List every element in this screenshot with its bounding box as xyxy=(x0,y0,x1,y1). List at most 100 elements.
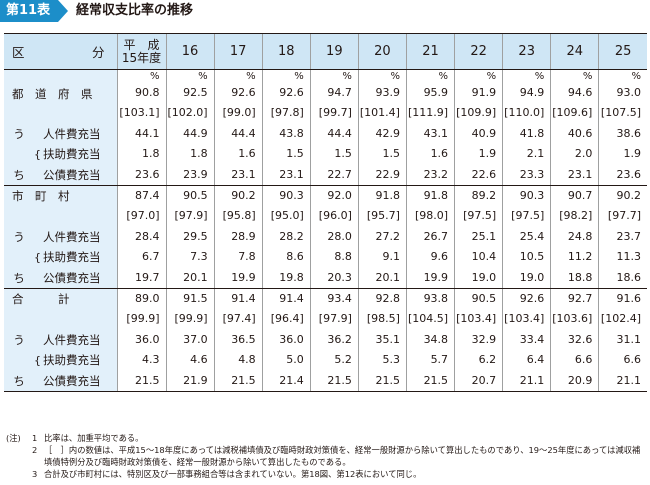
sub-label: 公債費充当 xyxy=(43,167,101,182)
uchi-label: う xyxy=(13,127,25,142)
group-name: 合 計 xyxy=(12,292,70,307)
bracket-value-cell: [98.0] xyxy=(405,206,455,227)
bracket-value-cell: [97.0] xyxy=(116,206,166,227)
value-cell: 90.3 xyxy=(261,185,311,207)
value-cell: 92.8 xyxy=(357,288,407,310)
value-cell: 36.5 xyxy=(213,329,263,351)
value-cell: 44.4 xyxy=(213,123,263,145)
table-number-badge: 第11表 xyxy=(0,0,68,22)
sub-label-cell: う{人件費充当 xyxy=(4,226,117,248)
group-name: 市 町 村 xyxy=(12,189,70,204)
value-cell: 43.1 xyxy=(405,123,455,145)
value-cell: 5.7 xyxy=(405,350,455,371)
value-cell: 27.2 xyxy=(357,226,407,248)
bracket-value-cell: [97.4] xyxy=(213,309,263,330)
value-cell: 1.9 xyxy=(454,144,503,165)
value-cell: 7.3 xyxy=(165,247,215,268)
bracket-value-cell: [95.8] xyxy=(213,206,263,227)
sub-row: {扶助費充当 4.3 4.6 4.8 5.0 5.2 5.3 5.7 6.2 6.4 6.6 6.6 xyxy=(4,350,647,371)
value-cell: 22.6 xyxy=(454,164,503,187)
bracket-value-cell: [97.5] xyxy=(454,206,503,227)
brace-mark: { xyxy=(34,250,41,264)
year-header: 23 xyxy=(502,33,551,70)
year-header: 17 xyxy=(213,33,263,70)
value-cell: 32.9 xyxy=(454,329,503,351)
value-cell: 91.8 xyxy=(357,185,407,207)
sub-row: う{人件費充当36.037.036.536.036.235.134.832.93… xyxy=(4,329,647,351)
value-cell: 22.9 xyxy=(357,164,407,187)
value-cell: 32.6 xyxy=(550,329,599,351)
value-cell: 21.1 xyxy=(598,370,647,393)
unit-cell: % xyxy=(502,69,551,83)
value-cell: 36.0 xyxy=(116,329,166,351)
value-cell: 91.8 xyxy=(405,185,455,207)
value-cell: 10.5 xyxy=(502,247,551,268)
unit-row: 都 道 府 県%%%%%%%%%%% xyxy=(4,69,647,124)
value-cell: 92.0 xyxy=(309,185,359,207)
uchi-label: ち xyxy=(13,270,25,285)
value-cell: 91.4 xyxy=(213,288,263,310)
year-header: 24 xyxy=(550,33,599,70)
value-cell: 9.1 xyxy=(357,247,407,268)
bracket-value-cell: [109.9] xyxy=(454,103,503,124)
bracket-value-cell: [96.0] xyxy=(309,206,359,227)
value-cell: 93.9 xyxy=(357,83,407,104)
kubun-header: 区分 xyxy=(4,33,117,70)
value-cell: 93.0 xyxy=(598,83,647,104)
value-cell: 92.6 xyxy=(502,288,551,310)
year-header: 18 xyxy=(261,33,311,70)
bracket-value-cell: [97.9] xyxy=(165,206,215,227)
bracket-value-cell: [97.8] xyxy=(261,103,311,124)
value-cell: 90.7 xyxy=(550,185,599,207)
value-cell: 90.5 xyxy=(454,288,503,310)
value-cell: 21.9 xyxy=(165,370,215,393)
bracket-value-cell: [99.0] xyxy=(213,103,263,124)
value-cell: 36.2 xyxy=(309,329,359,351)
footnote: 2 ［ ］内の数値は、平成15～18年度にあっては減税補填債及び臨時財政対策債を、… xyxy=(32,445,641,455)
unit-cell: % xyxy=(165,69,215,83)
value-cell: 33.4 xyxy=(502,329,551,351)
group-name-cell: 市 町 村 xyxy=(4,185,117,227)
sub-row: {扶助費充当 1.8 1.8 1.6 1.5 1.5 1.5 1.6 1.9 2.1 2.0 1.9 xyxy=(4,144,647,165)
year-header: 25 xyxy=(598,33,647,70)
value-cell: 94.6 xyxy=(550,83,599,104)
uchi-label: う xyxy=(13,333,25,348)
value-cell: 2.1 xyxy=(502,144,551,165)
sub-label: 人件費充当 xyxy=(43,333,101,348)
value-cell: 20.1 xyxy=(357,267,407,290)
sub-label: 人件費充当 xyxy=(43,230,101,245)
bracket-value-cell: [103.4] xyxy=(502,309,551,330)
unit-cell: % xyxy=(357,69,407,83)
value-cell: 92.6 xyxy=(261,83,311,104)
value-cell: 21.5 xyxy=(405,370,455,393)
sub-label: 扶助費充当 xyxy=(43,147,101,162)
value-cell: 90.5 xyxy=(165,185,215,207)
bracket-value-cell: [99.9] xyxy=(116,309,166,330)
footnotes: (注) 1 比率は、加重平均である。 2 ［ ］内の数値は、平成15～18年度にあって… xyxy=(6,432,640,480)
unit-cell: % xyxy=(116,69,166,83)
value-cell: 21.5 xyxy=(357,370,407,393)
value-cell: 38.6 xyxy=(598,123,647,145)
value-cell: 11.3 xyxy=(598,247,647,268)
value-cell: 19.9 xyxy=(405,267,455,290)
value-cell: 40.9 xyxy=(454,123,503,145)
value-cell: 90.8 xyxy=(116,83,166,104)
value-cell: 92.7 xyxy=(550,288,599,310)
bracket-value-cell: [103.1] xyxy=(116,103,166,124)
value-cell: 7.8 xyxy=(213,247,263,268)
value-cell: 23.1 xyxy=(261,164,311,187)
group-name: 都 道 府 県 xyxy=(12,87,93,101)
value-cell: 23.1 xyxy=(213,164,263,187)
value-cell: 1.6 xyxy=(405,144,455,165)
main-value-row: 90.8 92.5 92.6 92.6 94.7 93.9 95.9 91.9 94.9 94.6… xyxy=(4,83,647,104)
value-cell: 4.3 xyxy=(116,350,166,371)
value-cell: 90.2 xyxy=(598,185,647,207)
value-cell: 21.1 xyxy=(502,370,551,393)
heisei-line2: 15年度 xyxy=(121,50,162,65)
value-cell: 1.8 xyxy=(116,144,166,165)
value-cell: 1.5 xyxy=(261,144,311,165)
value-cell: 44.9 xyxy=(165,123,215,145)
bracket-value-cell: [107.5] xyxy=(598,103,647,124)
bracket-value-cell: [97.5] xyxy=(502,206,551,227)
year-header-heisei15: 平 成 15年度 xyxy=(116,33,166,70)
